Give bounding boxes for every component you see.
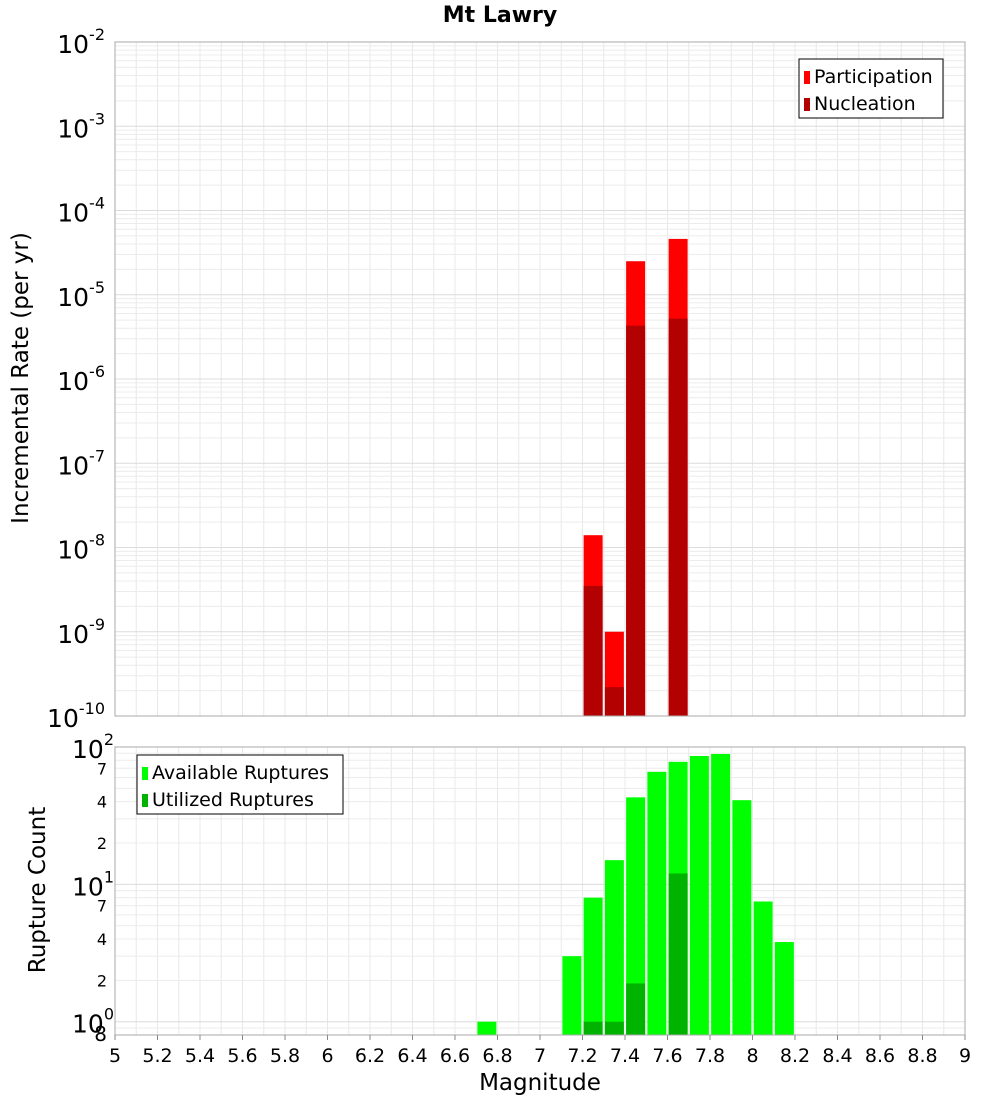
x-tick-label-9: 6.8	[482, 1045, 512, 1067]
bottom-y-tick-label-2: 102	[72, 730, 114, 764]
x-tick-label-16: 8.2	[780, 1045, 810, 1067]
top-legend-box	[798, 58, 944, 119]
x-tick-label-10: 7	[534, 1045, 546, 1067]
bottom-bar-1-2	[626, 983, 646, 1035]
x-tick-label-13: 7.6	[652, 1045, 682, 1067]
x-tick-label-17: 8.4	[822, 1045, 852, 1067]
bottom-y-tick-label-0: 100	[72, 1005, 114, 1039]
x-tick-label-11: 7.2	[567, 1045, 597, 1067]
top-y-tick-label-4: 10-6	[57, 362, 105, 396]
bottom-y-axis-label: Rupture Count	[25, 807, 51, 973]
top-legend-label-1: Nucleation	[814, 93, 916, 115]
top-y-tick-label-2: 10-8	[57, 531, 105, 565]
x-tick-label-14: 7.8	[695, 1045, 725, 1067]
bottom-y-minor-tick-label-2: 4	[97, 930, 107, 949]
top-y-tick-label-3: 10-7	[57, 446, 105, 480]
x-tick-label-19: 8.8	[907, 1045, 937, 1067]
x-tick-label-6: 6.2	[355, 1045, 385, 1067]
x-tick-label-1: 5.2	[142, 1045, 172, 1067]
x-tick-label-4: 5.8	[270, 1045, 300, 1067]
top-y-tick-label-8: 10-2	[57, 25, 105, 59]
bottom-bar-0-11	[774, 942, 794, 1035]
chart-title: Mt Lawry	[443, 3, 557, 28]
bottom-legend-swatch-0	[142, 767, 148, 780]
bottom-bar-0-10	[753, 901, 773, 1035]
top-y-axis-label: Incremental Rate (per yr)	[8, 232, 34, 524]
x-tick-label-8: 6.6	[440, 1045, 470, 1067]
bottom-bar-0-3	[604, 860, 624, 1035]
x-tick-label-2: 5.4	[185, 1045, 215, 1067]
bottom-y-minor-tick-label-5: 4	[97, 793, 107, 812]
top-y-tick-label-0: 10-10	[47, 699, 105, 733]
bottom-bar-0-9	[732, 800, 752, 1035]
top-bar-1-2	[626, 325, 646, 716]
top-y-tick-label-6: 10-4	[57, 194, 105, 228]
x-tick-label-15: 8	[746, 1045, 758, 1067]
bottom-y-minor-tick-label-1: 2	[97, 971, 107, 990]
bottom-y-tick-label-1: 101	[72, 867, 114, 901]
top-legend-swatch-1	[804, 98, 810, 111]
top-plot-frame	[114, 41, 966, 717]
x-axis-label: Magnitude	[479, 1070, 601, 1096]
bottom-bar-0-1	[562, 956, 582, 1035]
x-tick-label-3: 5.6	[227, 1045, 257, 1067]
bottom-bar-1-0	[583, 1021, 603, 1035]
top-bar-1-1	[604, 687, 624, 716]
bottom-bar-0-4	[626, 797, 646, 1035]
x-tick-label-0: 5	[109, 1045, 121, 1067]
bottom-legend-swatch-1	[142, 794, 148, 807]
x-tick-label-18: 8.6	[865, 1045, 895, 1067]
x-tick-label-7: 6.4	[397, 1045, 427, 1067]
top-y-tick-label-7: 10-3	[57, 109, 105, 143]
top-y-tick-label-1: 10-9	[57, 615, 105, 649]
bottom-legend-label-1: Utilized Ruptures	[152, 789, 314, 811]
x-tick-label-12: 7.4	[610, 1045, 640, 1067]
top-plot-area: 10-10 10-9 10-8 10-7 10-6 10-5 10-4 10-3 10-2 Par…	[47, 25, 966, 733]
x-tick-label-5: 6	[321, 1045, 333, 1067]
bottom-legend-box	[136, 754, 344, 815]
bottom-plot-area: 100 101 102 8 2 4 7 2 4 7 5 5.2 5.4 5.6 5.8 6 6.2 6.4 6.6 6…	[72, 730, 971, 1067]
bottom-y-minor-tick-label-4: 2	[97, 834, 107, 853]
top-bar-1-3	[668, 318, 688, 716]
bottom-y-minor-tick-label-6: 7	[97, 759, 107, 778]
top-legend-label-0: Participation	[814, 66, 933, 88]
top-bar-1-0	[583, 585, 603, 716]
bottom-bar-0-7	[689, 755, 709, 1035]
bottom-y-minor-tick-label-0: 8	[94, 1022, 107, 1046]
x-tick-label-20: 9	[959, 1045, 971, 1067]
bottom-y-minor-tick-label-3: 7	[97, 897, 107, 916]
bottom-bar-0-2	[583, 897, 603, 1035]
bottom-bar-0-8	[711, 753, 731, 1035]
bottom-bar-0-0	[477, 1021, 497, 1035]
bottom-legend-label-0: Available Ruptures	[152, 762, 329, 784]
bottom-bar-0-5	[647, 771, 667, 1035]
top-legend-swatch-0	[804, 71, 810, 84]
top-y-tick-label-5: 10-5	[57, 278, 105, 312]
bottom-bar-1-1	[604, 1021, 624, 1035]
bottom-bar-1-3	[668, 873, 688, 1035]
